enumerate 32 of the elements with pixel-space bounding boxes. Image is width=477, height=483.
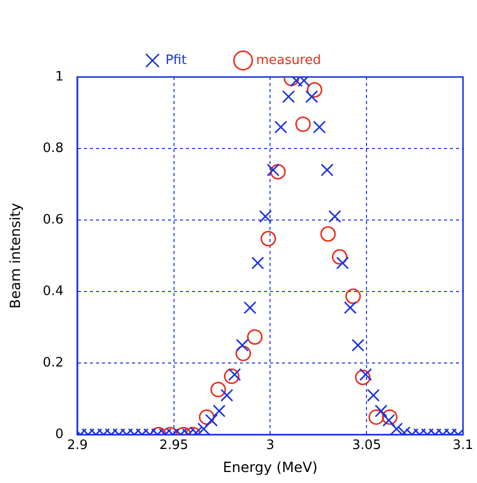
y-tick-label: 0.6 bbox=[42, 212, 64, 228]
point bbox=[295, 116, 311, 132]
point bbox=[328, 210, 342, 223]
point bbox=[312, 120, 326, 134]
point bbox=[305, 90, 318, 104]
point bbox=[332, 249, 348, 265]
point bbox=[345, 288, 361, 304]
point bbox=[306, 82, 322, 98]
point bbox=[320, 226, 336, 242]
point bbox=[282, 90, 295, 104]
x-tick-label: 2.95 bbox=[159, 438, 188, 453]
point bbox=[270, 164, 286, 180]
point bbox=[260, 230, 276, 246]
y-tick-label: 1 bbox=[55, 69, 64, 84]
x-tick-label: 3 bbox=[266, 438, 274, 453]
legend-label: Pfit bbox=[165, 52, 187, 68]
y-tick-label: 0.2 bbox=[42, 355, 64, 370]
point bbox=[336, 256, 349, 270]
point bbox=[320, 164, 334, 176]
point bbox=[251, 256, 264, 270]
x-tick-label: 3.1 bbox=[452, 438, 474, 453]
y-tick-label: 0 bbox=[55, 426, 64, 442]
point bbox=[259, 210, 272, 223]
x-tick-label: 2.9 bbox=[67, 438, 88, 453]
x-tick-label: 3.05 bbox=[352, 438, 382, 453]
x-axis-title: Energy (MeV) bbox=[222, 460, 318, 476]
legend-label: measured bbox=[256, 52, 322, 68]
y-axis-title: Beam intensity bbox=[8, 203, 24, 309]
y-tick-label: 0.4 bbox=[42, 284, 64, 299]
point bbox=[266, 164, 280, 176]
point bbox=[274, 120, 288, 134]
y-tick-label: 0.8 bbox=[42, 140, 64, 156]
